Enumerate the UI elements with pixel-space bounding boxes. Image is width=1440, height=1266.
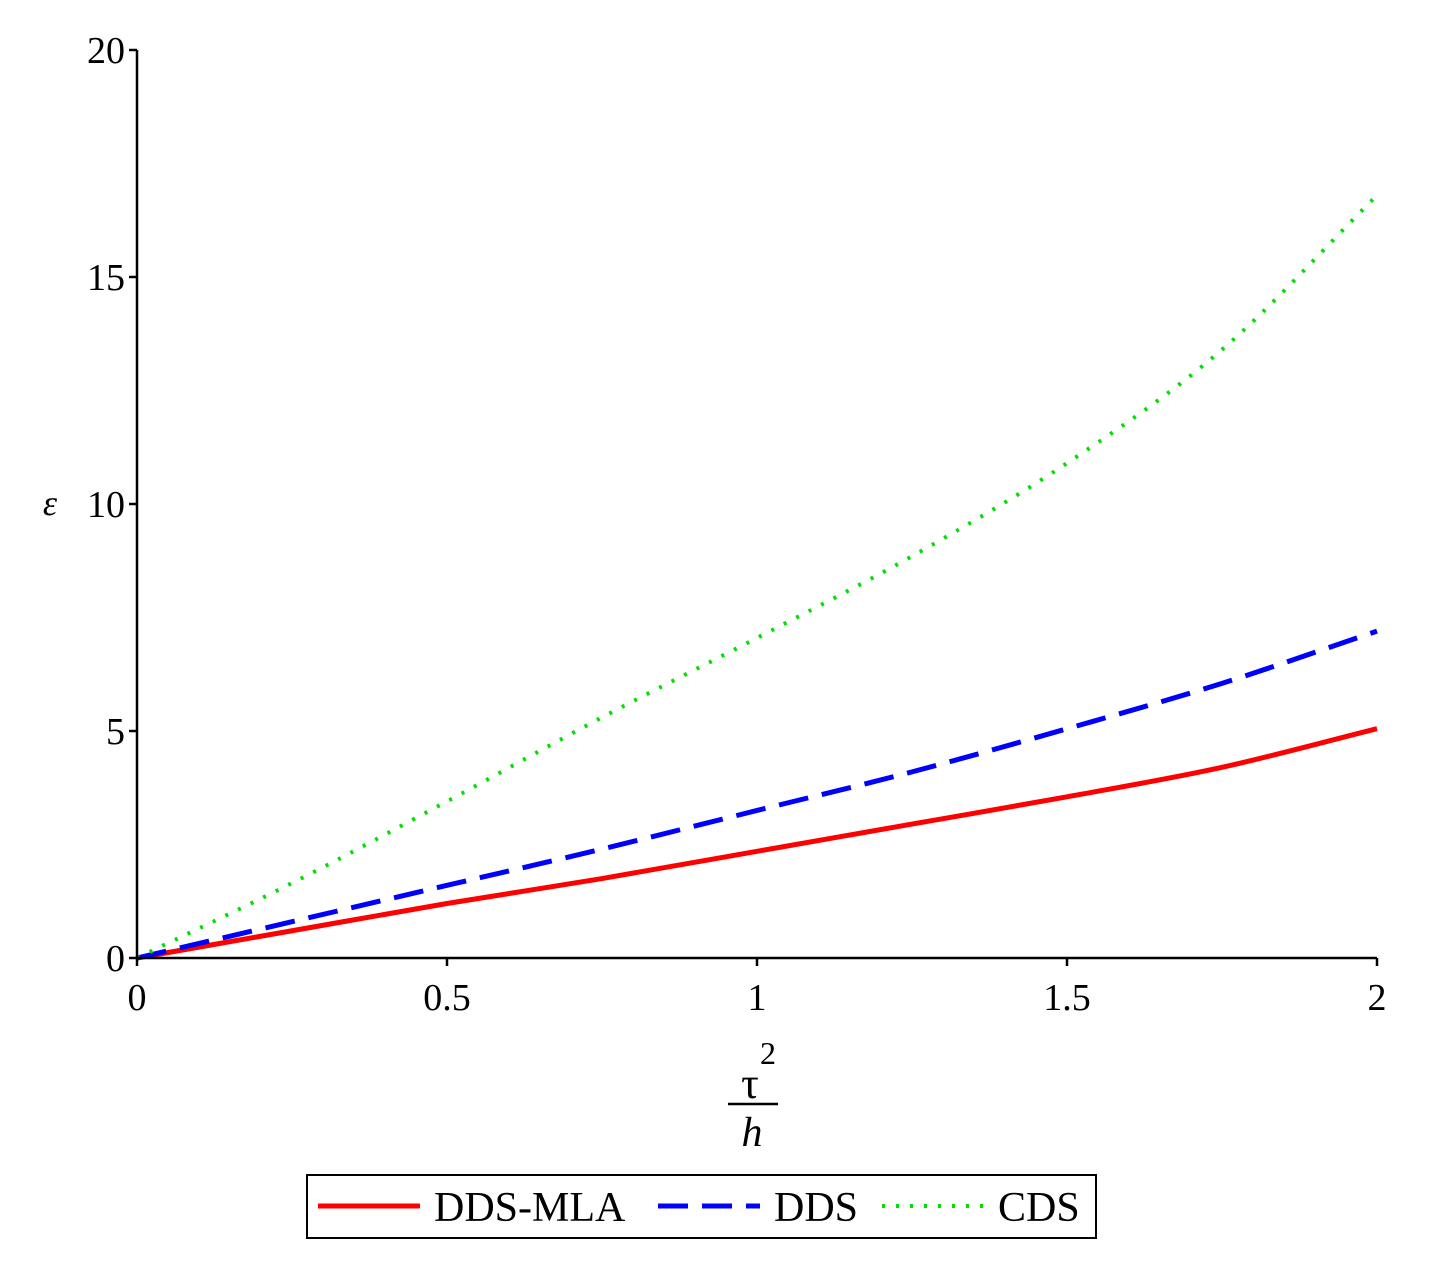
y-axis-label: ε — [43, 483, 58, 523]
x-axis-label-exponent: 2 — [760, 1035, 776, 1071]
y-ticks: 0 5 10 15 20 — [87, 30, 137, 980]
x-tick-label: 0.5 — [423, 977, 471, 1019]
series-line-2 — [136, 628, 1378, 961]
series-layer — [136, 193, 1379, 961]
x-tick-label: 0 — [128, 977, 147, 1019]
x-tick-label: 2 — [1368, 977, 1387, 1019]
y-tick-label: 10 — [87, 484, 125, 526]
legend-label-2: DDS — [774, 1185, 858, 1231]
y-tick-label: 0 — [106, 938, 125, 980]
x-axis-label-denominator: h — [742, 1110, 763, 1156]
legend: DDS-MLA DDS CDS — [306, 1174, 1097, 1239]
x-ticks: 0 0.5 1 1.5 2 — [128, 958, 1387, 1019]
y-tick-label: 15 — [87, 257, 125, 299]
x-tick-label: 1 — [748, 977, 767, 1019]
x-axis-label-numerator: τ — [741, 1059, 759, 1108]
legend-box — [306, 1174, 1097, 1239]
x-axis-label: τ 2 h — [728, 1035, 778, 1156]
x-tick-label: 1.5 — [1043, 977, 1091, 1019]
y-tick-label: 20 — [87, 30, 125, 72]
legend-label-1: DDS-MLA — [434, 1185, 626, 1231]
y-tick-label: 5 — [106, 711, 125, 753]
series-line-1 — [136, 726, 1378, 961]
series-line-3 — [136, 193, 1379, 960]
legend-label-3: CDS — [998, 1185, 1080, 1231]
